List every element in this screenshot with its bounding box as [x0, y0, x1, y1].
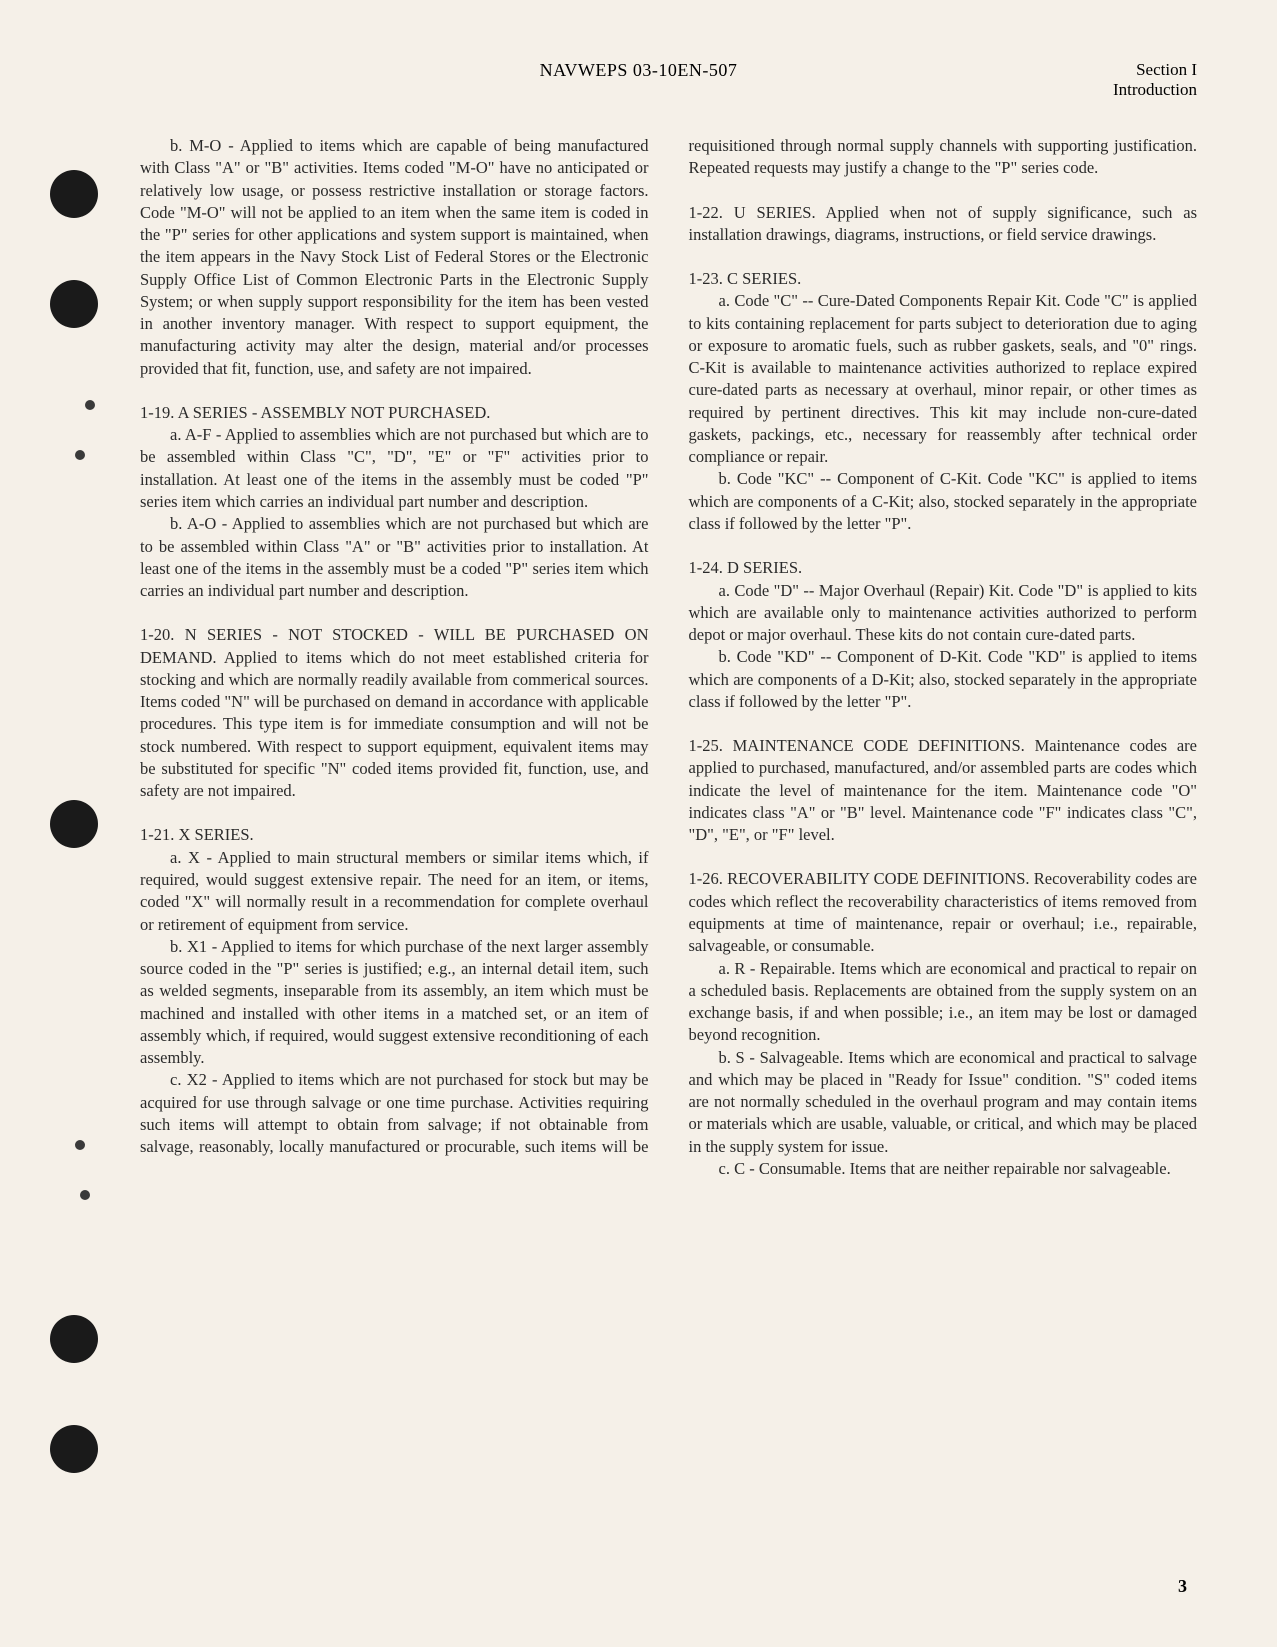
small-dot [75, 450, 85, 460]
page-header: NAVWEPS 03-10EN-507 Section I Introducti… [140, 60, 1197, 100]
section-1-24-title: 1-24. D SERIES. [689, 558, 803, 577]
para-af: a. A-F - Applied to assemblies which are… [140, 424, 649, 513]
para-r-repairable: a. R - Repairable. Items which are econo… [689, 958, 1198, 1047]
para-s-salvageable: b. S - Salvageable. Items which are econ… [689, 1047, 1198, 1158]
para-recoverability: 1-26. RECOVERABILITY CODE DEFINITIONS. R… [689, 868, 1198, 1180]
para-code-kc: b. Code "KC" -- Component of C-Kit. Code… [689, 468, 1198, 535]
para-ao: b. A-O - Applied to assemblies which are… [140, 513, 649, 602]
para-code-d: a. Code "D" -- Major Overhaul (Repair) K… [689, 580, 1198, 647]
para-a-series: 1-19. A SERIES - ASSEMBLY NOT PURCHASED.… [140, 402, 649, 602]
section-number: Section I [1113, 60, 1197, 80]
punch-hole [50, 280, 98, 328]
punch-hole [50, 1425, 98, 1473]
page-number: 3 [1178, 1576, 1187, 1597]
small-dot [75, 1140, 85, 1150]
para-d-series: 1-24. D SERIES. a. Code "D" -- Major Ove… [689, 557, 1198, 713]
para-code-kd: b. Code "KD" -- Component of D-Kit. Code… [689, 646, 1198, 713]
para-u-series: 1-22. U SERIES. Applied when not of supp… [689, 202, 1198, 247]
document-content: b. M-O - Applied to items which are capa… [140, 135, 1197, 1180]
para-recoverability-intro: 1-26. RECOVERABILITY CODE DEFINITIONS. R… [689, 869, 1198, 955]
punch-hole [50, 170, 98, 218]
small-dot [85, 400, 95, 410]
section-1-19-title: 1-19. A SERIES - ASSEMBLY NOT PURCHASED. [140, 403, 490, 422]
para-x: a. X - Applied to main structural member… [140, 847, 649, 936]
para-c-consumable: c. C - Consumable. Items that are neithe… [689, 1158, 1198, 1180]
para-mo: b. M-O - Applied to items which are capa… [140, 135, 649, 380]
para-x1: b. X1 - Applied to items for which purch… [140, 936, 649, 1070]
section-info: Section I Introduction [1113, 60, 1197, 100]
para-code-c: a. Code "C" -- Cure-Dated Components Rep… [689, 290, 1198, 468]
section-1-23-title: 1-23. C SERIES. [689, 269, 802, 288]
document-number: NAVWEPS 03-10EN-507 [540, 60, 738, 81]
section-1-21-title: 1-21. X SERIES. [140, 825, 254, 844]
punch-hole [50, 1315, 98, 1363]
punch-hole [50, 800, 98, 848]
para-maintenance: 1-25. MAINTENANCE CODE DEFINITIONS. Main… [689, 735, 1198, 846]
para-c-series: 1-23. C SERIES. a. Code "C" -- Cure-Date… [689, 268, 1198, 535]
section-title: Introduction [1113, 80, 1197, 100]
para-n-series: 1-20. N SERIES - NOT STOCKED - WILL BE P… [140, 624, 649, 802]
small-dot [80, 1190, 90, 1200]
